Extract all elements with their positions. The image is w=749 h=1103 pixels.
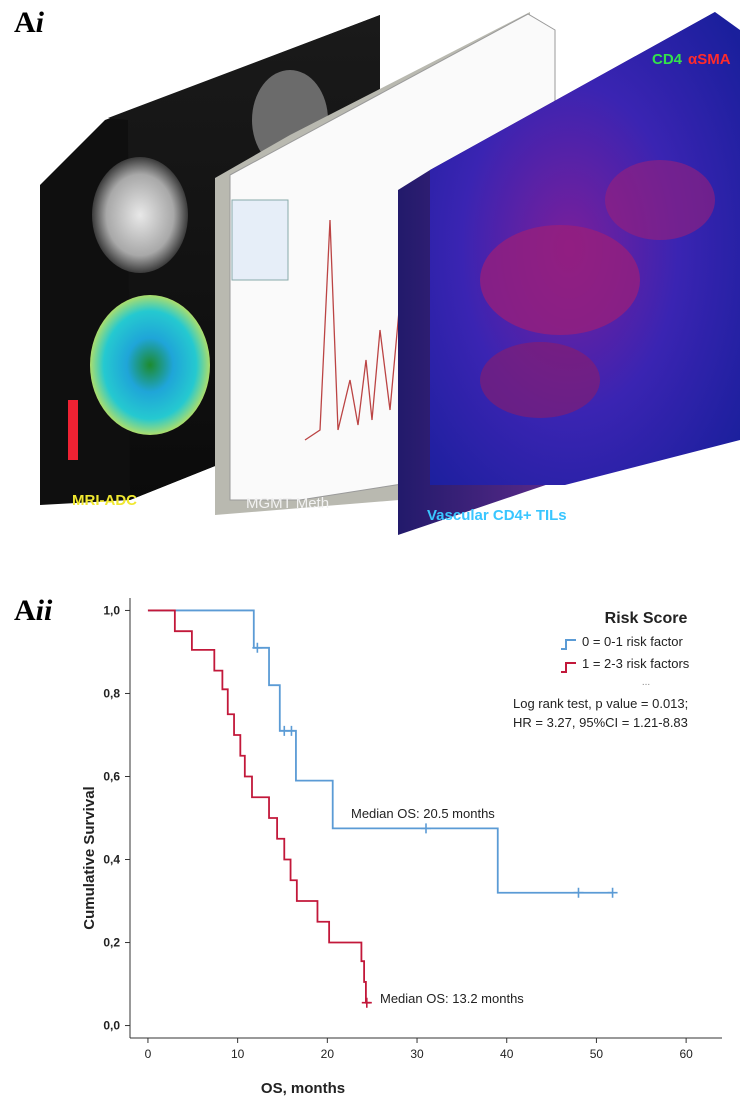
y-tick-label: 0,6 bbox=[103, 769, 120, 783]
survival-curve-low bbox=[147, 609, 613, 894]
y-tick-label: 0,8 bbox=[103, 686, 120, 700]
survival-curve-high bbox=[147, 609, 371, 1004]
imaging-illustration: MRI-ADC MGMT Meth CD4 αSMA Vascular CD4+… bbox=[40, 12, 740, 535]
censor-mark-low bbox=[607, 887, 618, 898]
y-tick-label: 0,0 bbox=[103, 1019, 120, 1033]
y-tick-label: 0,4 bbox=[103, 853, 120, 867]
censor-mark-low bbox=[573, 887, 584, 898]
x-tick-label: 20 bbox=[321, 1047, 335, 1061]
mri-colorbar bbox=[68, 400, 78, 460]
x-tick-label: 50 bbox=[590, 1047, 604, 1061]
legend-item-high: 1 = 2-3 risk factors bbox=[582, 656, 690, 671]
x-axis-label: OS, months bbox=[261, 1080, 345, 1097]
tils-vessel-2 bbox=[605, 160, 715, 240]
stats-line-1: Log rank test, p value = 0.013; bbox=[513, 696, 688, 711]
y-tick-label: 1,0 bbox=[103, 603, 120, 617]
tils-box: CD4 αSMA Vascular CD4+ TILs bbox=[398, 12, 740, 535]
tils-stain-cd4: CD4 bbox=[652, 51, 683, 68]
tils-vessel-1 bbox=[480, 225, 640, 335]
x-tick-label: 0 bbox=[145, 1047, 152, 1061]
mgmt-electropherogram bbox=[304, 219, 411, 441]
panel-label-ai: Ai bbox=[14, 6, 44, 40]
y-axis-label: Cumulative Survival bbox=[81, 786, 98, 929]
km-censor-marks bbox=[252, 642, 618, 1008]
panel-label-aii: Aii bbox=[14, 594, 52, 628]
mri-brain-flair bbox=[92, 157, 188, 273]
tils-caption: Vascular CD4+ TILs bbox=[427, 507, 567, 524]
x-tick-label: 60 bbox=[679, 1047, 693, 1061]
panel-label-sub: i bbox=[35, 6, 45, 39]
legend-swatch-high bbox=[561, 662, 576, 673]
annotation-median-low: Median OS: 20.5 months bbox=[351, 806, 495, 821]
censor-mark-high bbox=[361, 997, 372, 1008]
x-tick-label: 30 bbox=[410, 1047, 424, 1061]
legend-title: Risk Score bbox=[605, 610, 688, 627]
panel-label-sub: ii bbox=[35, 594, 53, 627]
mgmt-caption: MGMT Meth bbox=[246, 495, 329, 512]
x-tick-label: 10 bbox=[231, 1047, 245, 1061]
stats-line-2: HR = 3.27, 95%CI = 1.21-8.83 bbox=[513, 715, 688, 730]
panel-label-letter: A bbox=[14, 6, 36, 39]
legend-swatch-low bbox=[561, 639, 576, 650]
km-chart: 0 10 20 30 40 50 60 0,0 0,2 0,4 0,6 0,8 1,0 Risk Sco… bbox=[81, 598, 722, 1097]
legend: Risk Score 0 = 0-1 risk factor 1 = 2-3 r… bbox=[561, 610, 690, 688]
panel-label-letter: A bbox=[14, 594, 36, 627]
mri-brain-adc bbox=[90, 295, 210, 435]
censor-mark-low bbox=[421, 823, 431, 834]
annotation-median-high: Median OS: 13.2 months bbox=[380, 991, 524, 1006]
mgmt-dialog bbox=[231, 199, 289, 281]
censor-mark-low bbox=[252, 642, 263, 653]
censor-mark-low bbox=[286, 725, 297, 736]
mri-caption: MRI-ADC bbox=[72, 492, 137, 509]
y-tick-label: 0,2 bbox=[103, 936, 120, 950]
tils-vessel-3 bbox=[480, 342, 600, 418]
tils-stain-asma: αSMA bbox=[688, 51, 731, 68]
x-tick-label: 40 bbox=[500, 1047, 514, 1061]
legend-more: ... bbox=[642, 677, 650, 688]
legend-item-low: 0 = 0-1 risk factor bbox=[582, 634, 683, 649]
km-axes: 0 10 20 30 40 50 60 0,0 0,2 0,4 0,6 0,8 1,0 bbox=[103, 598, 722, 1061]
